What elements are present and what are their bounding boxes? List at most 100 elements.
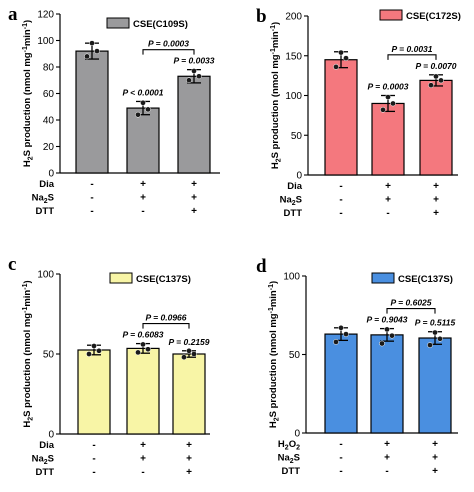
- treatment-label: Dia: [287, 181, 303, 192]
- p-value-label: P = 0.0003: [367, 82, 408, 92]
- bar: [177, 75, 211, 174]
- y-tick-label: 120: [37, 10, 54, 21]
- legend-label: CSE(C109S): [133, 19, 188, 30]
- treatment-sign: +: [432, 466, 438, 477]
- y-tick-label: 80: [43, 63, 55, 74]
- treatment-label: Na2S: [280, 195, 302, 208]
- treatment-sign: -: [339, 195, 342, 206]
- treatment-sign: -: [339, 208, 342, 219]
- p-value-label: P = 0.5115: [415, 318, 456, 328]
- y-tick-label: 50: [291, 131, 303, 142]
- treatment-sign: +: [186, 440, 192, 451]
- data-point: [437, 335, 443, 342]
- treatment-sign: +: [384, 453, 390, 464]
- data-point: [343, 55, 349, 61]
- comparison-bracket: [387, 54, 437, 60]
- data-point: [181, 354, 187, 361]
- treatment-label: Na2S: [32, 193, 54, 206]
- data-point: [84, 53, 90, 60]
- data-point: [433, 73, 439, 80]
- legend-swatch: [379, 9, 403, 21]
- treatment-sign: +: [432, 453, 438, 464]
- treatment-sign: +: [432, 439, 438, 450]
- bar: [419, 79, 453, 176]
- bar: [75, 50, 109, 174]
- treatment-sign: +: [384, 439, 390, 450]
- y-axis-label: H2S production (nmol mg-1min-1): [270, 22, 283, 169]
- panel-label: b: [256, 6, 267, 27]
- data-point: [428, 82, 434, 89]
- treatment-label: DTT: [284, 208, 303, 219]
- treatment-sign: +: [140, 440, 146, 451]
- treatment-sign: +: [433, 181, 439, 192]
- data-point: [389, 332, 395, 339]
- treatment-sign: +: [186, 454, 192, 465]
- data-point: [379, 340, 385, 347]
- treatment-label: DTT: [36, 467, 55, 478]
- y-tick-label: 100: [37, 36, 54, 47]
- data-point: [384, 326, 390, 333]
- data-point: [140, 99, 146, 106]
- bar: [324, 333, 358, 434]
- y-tick-label: 40: [43, 116, 55, 127]
- y-tick-label: 0: [48, 169, 54, 180]
- legend-swatch: [371, 272, 395, 284]
- treatment-label: Na2S: [32, 454, 54, 467]
- y-tick-label: 50: [43, 350, 55, 361]
- legend-label: CSE(C137S): [136, 274, 191, 285]
- treatment-sign: -: [90, 206, 93, 217]
- treatment-sign: -: [141, 206, 144, 217]
- data-point: [191, 68, 197, 74]
- treatment-sign: -: [90, 193, 93, 204]
- treatment-label: Dia: [39, 179, 55, 190]
- data-point: [186, 347, 192, 354]
- treatment-label: Na2S: [278, 453, 300, 466]
- bar: [371, 102, 405, 176]
- p-value-label: P = 0.0003: [148, 39, 189, 49]
- bar: [418, 337, 452, 434]
- data-point: [343, 331, 349, 337]
- data-point: [89, 40, 95, 47]
- legend-label: CSE(C137S): [398, 274, 453, 285]
- treatment-sign: -: [339, 181, 342, 192]
- y-tick-label: 50: [289, 350, 301, 361]
- treatment-sign: +: [385, 181, 391, 192]
- panel-label: a: [8, 4, 18, 25]
- data-point: [385, 94, 391, 100]
- treatment-sign: +: [191, 179, 197, 190]
- treatment-label: H2O2: [278, 439, 300, 452]
- y-tick-label: 100: [283, 272, 300, 283]
- y-tick-label: 200: [285, 12, 302, 23]
- data-point: [438, 77, 444, 84]
- y-tick-label: 100: [285, 91, 302, 102]
- treatment-sign: +: [186, 467, 192, 478]
- treatment-label: DTT: [282, 466, 301, 477]
- p-value-label: P = 0.9043: [366, 315, 407, 325]
- p-value-label: P < 0.0001: [122, 87, 163, 97]
- p-value-label: P = 0.6083: [122, 330, 163, 340]
- y-tick-label: 150: [285, 51, 302, 62]
- data-point: [196, 73, 202, 80]
- treatment-sign: -: [141, 467, 144, 478]
- bar: [324, 59, 358, 176]
- y-tick-label: 20: [43, 142, 55, 153]
- y-axis-label: H2S production (nmol mg-1min-1): [268, 281, 281, 428]
- legend-label: CSE(C172S): [406, 11, 461, 22]
- treatment-sign: +: [191, 193, 197, 204]
- p-value-label: P = 0.0070: [415, 61, 456, 71]
- treatment-sign: -: [386, 208, 389, 219]
- p-value-label: P = 0.2159: [168, 337, 209, 347]
- treatment-sign: +: [191, 206, 197, 217]
- treatment-sign: -: [385, 466, 388, 477]
- y-tick-label: 0: [296, 171, 302, 182]
- p-value-label: P = 0.0031: [391, 44, 432, 54]
- data-point: [338, 49, 344, 56]
- panel-label: d: [256, 256, 267, 277]
- treatment-sign: +: [385, 195, 391, 206]
- data-point: [135, 349, 141, 356]
- bar: [370, 334, 404, 434]
- data-point: [191, 351, 197, 357]
- bar: [126, 347, 160, 435]
